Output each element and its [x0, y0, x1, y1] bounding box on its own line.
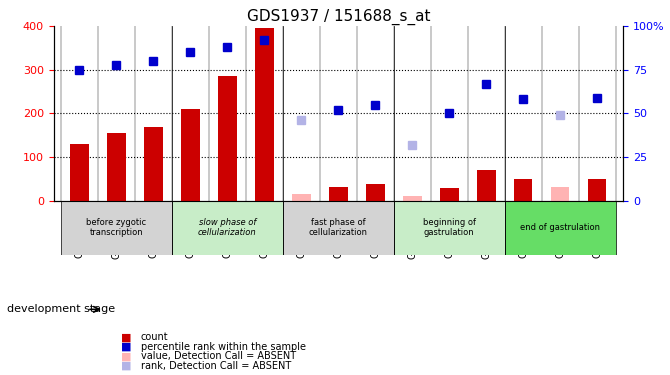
Text: slow phase of
cellularization: slow phase of cellularization [198, 218, 257, 237]
Bar [477, 170, 496, 201]
Bar [292, 194, 311, 201]
Text: ■: ■ [121, 361, 131, 370]
Bar [366, 184, 385, 201]
Text: percentile rank within the sample: percentile rank within the sample [141, 342, 306, 352]
Text: ■: ■ [121, 351, 131, 361]
Text: ■: ■ [121, 342, 131, 352]
Text: end of gastrulation: end of gastrulation [520, 223, 600, 232]
FancyBboxPatch shape [394, 201, 505, 255]
Bar [403, 196, 421, 201]
Bar [218, 76, 237, 201]
Bar [329, 188, 348, 201]
Text: beginning of
gastrulation: beginning of gastrulation [423, 218, 476, 237]
Bar [514, 179, 533, 201]
Bar [551, 188, 570, 201]
Text: rank, Detection Call = ABSENT: rank, Detection Call = ABSENT [141, 361, 291, 370]
Bar [181, 109, 200, 201]
Bar [144, 128, 163, 201]
Text: development stage: development stage [7, 304, 115, 314]
Text: ■: ■ [121, 333, 131, 342]
Text: count: count [141, 333, 168, 342]
Bar [255, 28, 273, 201]
FancyBboxPatch shape [283, 201, 394, 255]
Text: before zygotic
transcription: before zygotic transcription [86, 218, 147, 237]
Bar [440, 188, 458, 201]
Title: GDS1937 / 151688_s_at: GDS1937 / 151688_s_at [247, 9, 430, 25]
FancyBboxPatch shape [172, 201, 283, 255]
Bar [588, 179, 606, 201]
FancyBboxPatch shape [61, 201, 172, 255]
Bar [107, 133, 126, 201]
FancyBboxPatch shape [505, 201, 616, 255]
Text: value, Detection Call = ABSENT: value, Detection Call = ABSENT [141, 351, 296, 361]
Bar [70, 144, 88, 201]
Text: fast phase of
cellularization: fast phase of cellularization [309, 218, 368, 237]
